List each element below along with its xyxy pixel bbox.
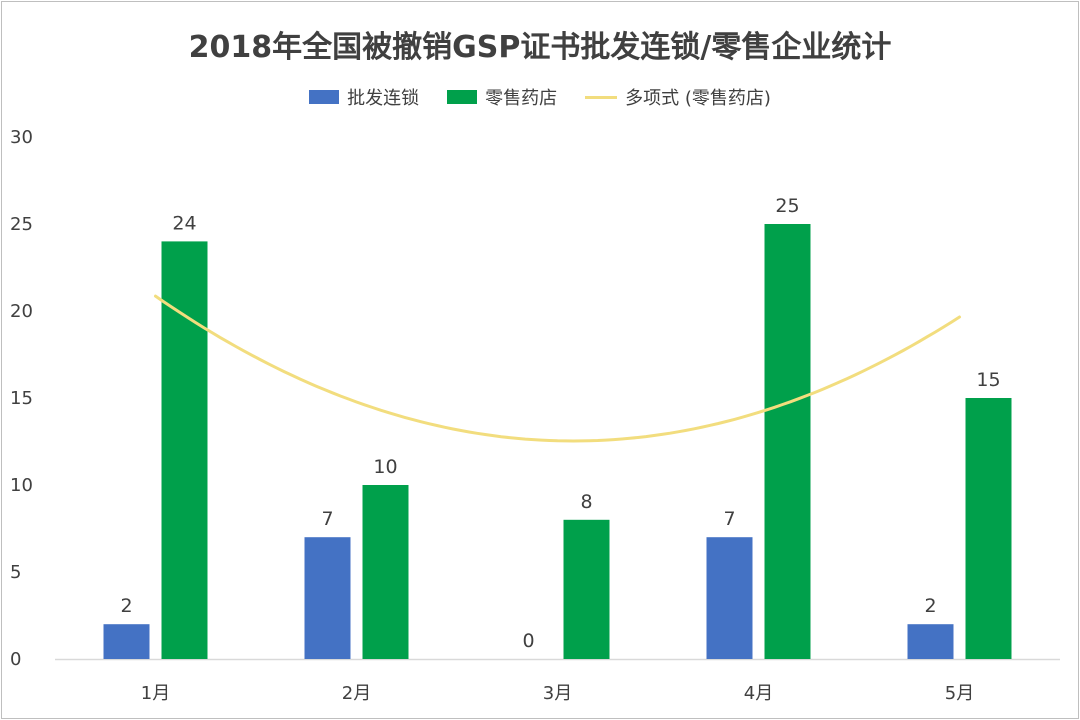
data-label-wholesale: 7 — [723, 508, 735, 530]
y-tick-label: 10 — [10, 475, 33, 496]
legend-swatch-trendline — [585, 95, 618, 99]
x-tick-label: 5月 — [945, 683, 974, 704]
data-label-retail: 15 — [976, 369, 1000, 391]
data-label-retail: 8 — [580, 491, 592, 513]
trendline-curve — [154, 294, 961, 443]
legend-label-retail: 零售药店 — [485, 88, 558, 109]
y-tick-label: 0 — [10, 649, 21, 670]
bar-wholesale — [304, 537, 351, 659]
bar-retail — [764, 224, 811, 659]
y-tick-label: 25 — [10, 214, 33, 235]
x-tick-label: 4月 — [744, 683, 773, 704]
bar-retail — [563, 519, 610, 659]
y-tick-label: 5 — [10, 562, 21, 583]
bar-wholesale — [103, 624, 150, 659]
legend-swatch-wholesale — [309, 90, 340, 104]
legend-item-trendline: 多项式 (零售药店) — [585, 84, 771, 110]
x-tick-label: 3月 — [543, 683, 572, 704]
legend-label-trendline: 多项式 (零售药店) — [625, 88, 771, 109]
data-label-wholesale: 2 — [924, 595, 936, 617]
legend-item-wholesale: 批发连锁 — [309, 84, 419, 110]
bar-wholesale — [706, 537, 753, 659]
legend-label-wholesale: 批发连锁 — [347, 88, 420, 109]
bar-retail — [161, 241, 208, 659]
data-label-retail: 24 — [172, 212, 196, 234]
chart-legend: 批发连锁 零售药店 多项式 (零售药店) — [0, 84, 1080, 110]
legend-item-retail: 零售药店 — [447, 84, 557, 110]
bar-retail — [965, 398, 1012, 659]
x-tick-label: 2月 — [342, 683, 371, 704]
y-tick-label: 15 — [10, 388, 33, 409]
x-tick-label: 1月 — [141, 683, 170, 704]
data-label-retail: 10 — [373, 456, 397, 478]
bar-retail — [362, 485, 409, 659]
data-label-retail: 25 — [775, 195, 799, 217]
bar-wholesale — [907, 624, 954, 659]
y-tick-label: 20 — [10, 301, 33, 322]
data-label-wholesale: 0 — [522, 630, 534, 652]
data-label-wholesale: 7 — [321, 508, 333, 530]
data-label-wholesale: 2 — [120, 595, 132, 617]
y-tick-label: 30 — [10, 127, 33, 148]
chart-title: 2018年全国被撤销GSP证书批发连锁/零售企业统计 — [188, 30, 892, 65]
legend-swatch-retail — [447, 90, 478, 104]
